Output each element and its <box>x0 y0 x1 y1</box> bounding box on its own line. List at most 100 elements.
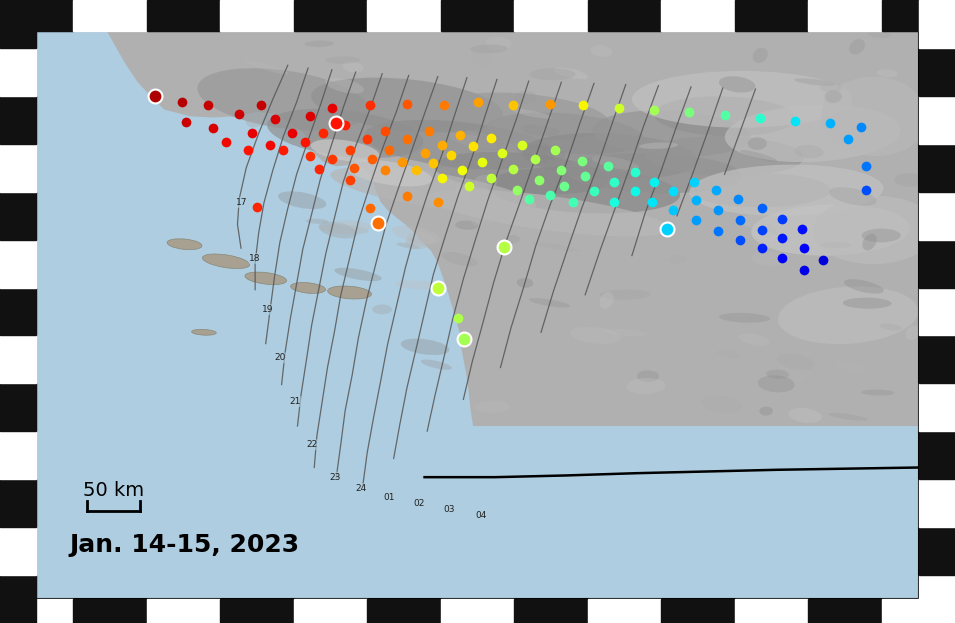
Ellipse shape <box>820 242 851 248</box>
Ellipse shape <box>753 231 778 242</box>
Ellipse shape <box>795 78 836 86</box>
Ellipse shape <box>877 69 898 77</box>
Ellipse shape <box>438 167 466 176</box>
Bar <box>514 599 587 623</box>
Bar <box>0 479 36 527</box>
Ellipse shape <box>844 279 883 293</box>
Ellipse shape <box>821 77 927 156</box>
Ellipse shape <box>690 164 883 216</box>
Ellipse shape <box>455 184 469 201</box>
Bar <box>919 0 955 48</box>
Ellipse shape <box>234 77 284 84</box>
Ellipse shape <box>347 160 432 186</box>
Ellipse shape <box>198 68 370 130</box>
Bar <box>0 96 36 144</box>
Bar <box>0 431 36 479</box>
Ellipse shape <box>740 150 777 162</box>
Ellipse shape <box>603 329 647 336</box>
Text: 50 km: 50 km <box>83 481 144 500</box>
Ellipse shape <box>725 105 901 162</box>
Ellipse shape <box>330 167 537 214</box>
Ellipse shape <box>719 76 755 93</box>
Text: 23: 23 <box>329 473 340 482</box>
Ellipse shape <box>626 378 666 394</box>
Ellipse shape <box>421 359 452 369</box>
Ellipse shape <box>592 110 751 156</box>
Bar <box>0 575 36 623</box>
Ellipse shape <box>278 191 327 209</box>
Ellipse shape <box>456 221 478 230</box>
Ellipse shape <box>532 242 579 252</box>
Ellipse shape <box>319 224 369 234</box>
Ellipse shape <box>521 133 698 179</box>
Bar <box>919 575 955 623</box>
Bar <box>0 599 74 623</box>
Ellipse shape <box>861 389 895 396</box>
Ellipse shape <box>372 305 393 314</box>
Ellipse shape <box>553 67 588 79</box>
Bar <box>221 599 294 623</box>
Ellipse shape <box>364 120 556 169</box>
Polygon shape <box>107 31 919 426</box>
Bar <box>734 599 808 623</box>
Ellipse shape <box>654 97 796 136</box>
Text: 21: 21 <box>289 397 301 406</box>
Ellipse shape <box>396 243 419 249</box>
Ellipse shape <box>435 93 609 140</box>
Ellipse shape <box>245 112 265 128</box>
Ellipse shape <box>632 71 853 128</box>
Ellipse shape <box>407 231 434 247</box>
Text: 18: 18 <box>249 254 261 263</box>
Bar <box>734 0 808 31</box>
Ellipse shape <box>894 173 927 187</box>
Ellipse shape <box>520 125 560 136</box>
Ellipse shape <box>753 48 768 63</box>
Ellipse shape <box>343 62 364 72</box>
Bar <box>919 192 955 240</box>
Ellipse shape <box>701 396 743 413</box>
Bar <box>661 599 734 623</box>
Bar <box>0 335 36 383</box>
Ellipse shape <box>475 135 504 151</box>
Ellipse shape <box>311 78 502 133</box>
Ellipse shape <box>752 252 789 265</box>
Ellipse shape <box>843 298 892 309</box>
Bar <box>587 599 661 623</box>
Ellipse shape <box>590 45 612 57</box>
Bar <box>0 527 36 575</box>
Bar <box>881 599 955 623</box>
Bar <box>368 0 441 31</box>
Ellipse shape <box>516 145 565 159</box>
Ellipse shape <box>566 153 742 193</box>
Bar <box>919 288 955 335</box>
Bar <box>919 431 955 479</box>
Bar <box>0 383 36 431</box>
Ellipse shape <box>167 239 202 250</box>
Bar <box>0 144 36 192</box>
Ellipse shape <box>244 272 286 285</box>
Ellipse shape <box>202 254 249 269</box>
Bar <box>514 0 587 31</box>
Bar <box>919 144 955 192</box>
Ellipse shape <box>244 60 289 74</box>
Bar <box>0 48 36 96</box>
Ellipse shape <box>319 222 357 239</box>
Bar <box>0 0 74 31</box>
Bar <box>661 0 734 31</box>
Ellipse shape <box>719 313 770 323</box>
Ellipse shape <box>835 361 866 373</box>
Text: 19: 19 <box>262 305 273 314</box>
Ellipse shape <box>530 68 576 80</box>
Ellipse shape <box>867 31 891 38</box>
Ellipse shape <box>517 278 533 288</box>
Ellipse shape <box>741 214 773 228</box>
Text: 01: 01 <box>384 493 395 502</box>
Bar <box>919 383 955 431</box>
Ellipse shape <box>780 371 805 382</box>
Ellipse shape <box>880 323 902 331</box>
Ellipse shape <box>766 369 789 379</box>
Ellipse shape <box>334 268 382 281</box>
Text: 03: 03 <box>443 505 455 514</box>
Ellipse shape <box>442 252 478 267</box>
Ellipse shape <box>646 136 804 176</box>
